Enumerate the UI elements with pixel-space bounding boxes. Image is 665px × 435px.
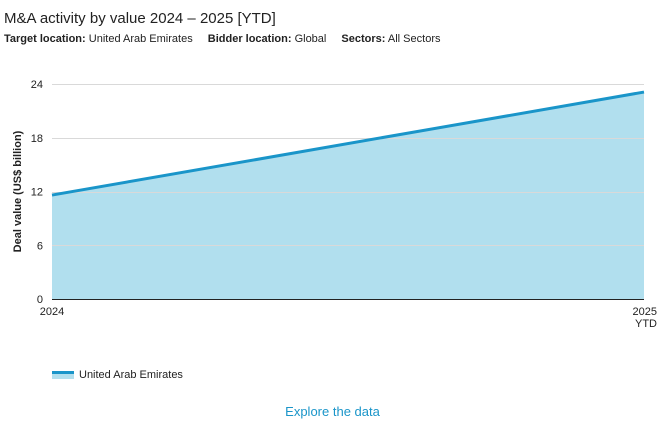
x-tick-label-0: 2024 xyxy=(40,306,64,318)
x-tick-label-1: 2025 YTD xyxy=(633,306,658,330)
series-area-fill xyxy=(52,92,644,299)
y-tick-label-12: 12 xyxy=(31,187,43,199)
legend-swatch xyxy=(52,371,74,379)
filter-target-value: United Arab Emirates xyxy=(88,33,193,45)
y-tick-label-24: 24 xyxy=(31,79,43,91)
y-tick-label-6: 6 xyxy=(37,240,43,252)
y-axis-title: Deal value (US$ billion) xyxy=(12,130,24,252)
chart-title: M&A activity by value 2024 – 2025 [YTD] xyxy=(4,10,276,27)
y-tick-label-18: 18 xyxy=(31,133,43,145)
series-line-uae xyxy=(51,90,645,197)
legend-label-uae: United Arab Emirates xyxy=(79,369,183,381)
filter-sectors-value: All Sectors xyxy=(387,33,441,45)
chart-filters: Target location: United Arab Emirates Bi… xyxy=(4,33,440,45)
filter-target-label: Target location: xyxy=(4,33,86,45)
filter-sectors-label: Sectors: xyxy=(341,33,386,45)
filter-bidder-value: Global xyxy=(294,33,327,45)
y-tick-label-0: 0 xyxy=(37,294,43,306)
filter-bidder-label: Bidder location: xyxy=(207,33,292,45)
explore-data-link[interactable]: Explore the data xyxy=(285,404,380,419)
area-chart: 0 6 12 18 24 Deal value (US$ billion) 2024 2025… xyxy=(12,79,658,330)
chart-legend[interactable]: United Arab Emirates xyxy=(52,369,183,381)
